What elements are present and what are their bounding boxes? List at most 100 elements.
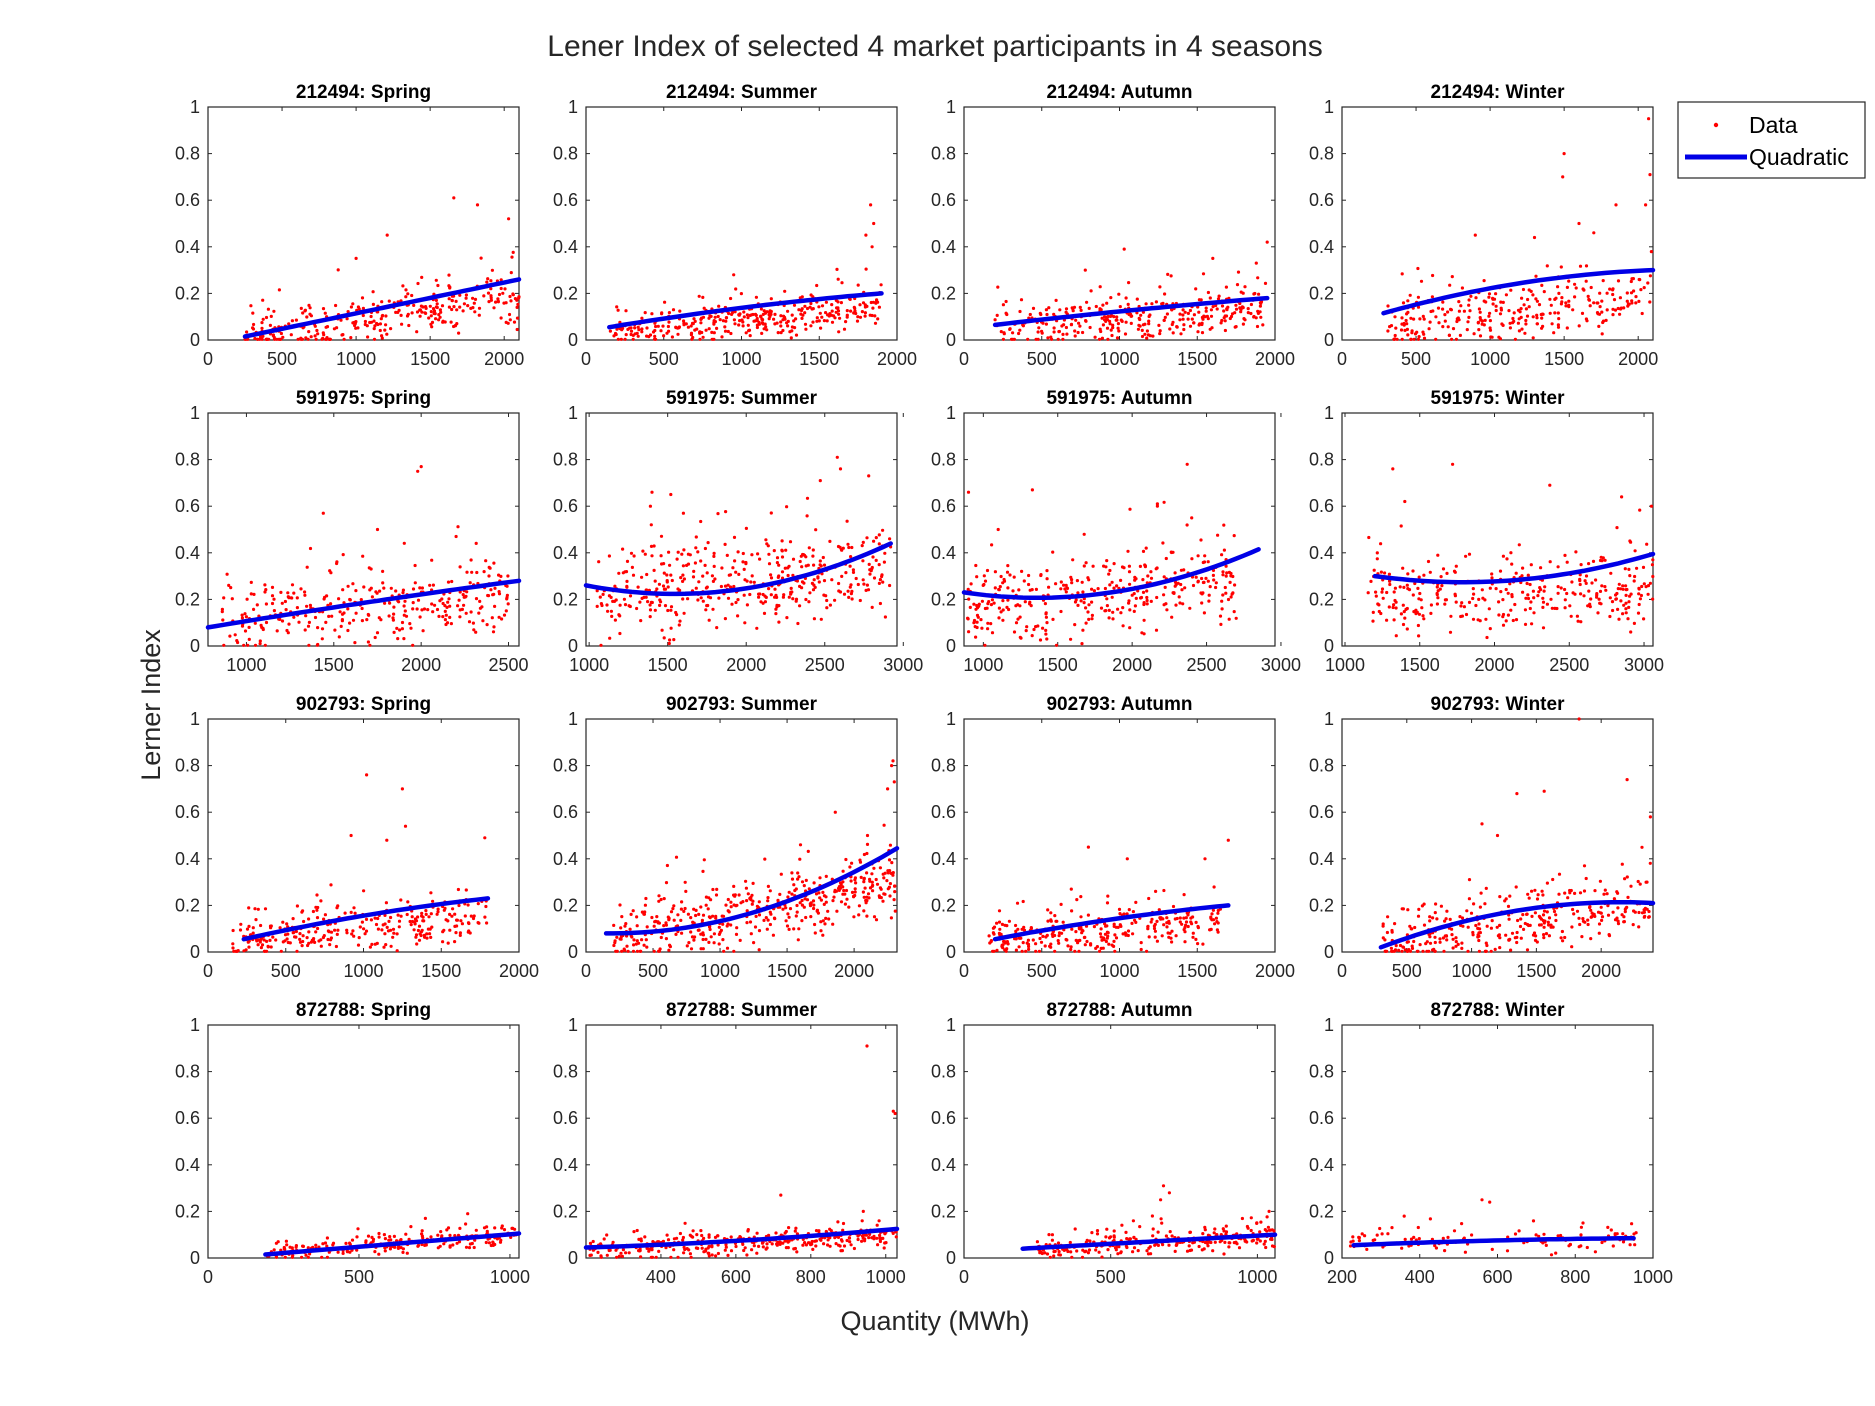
data-point bbox=[1535, 322, 1539, 326]
x-tick-label: 0 bbox=[203, 349, 213, 369]
y-tick-label: 0.2 bbox=[175, 283, 200, 303]
data-point bbox=[472, 1245, 476, 1250]
data-point bbox=[1145, 949, 1149, 953]
data-point bbox=[1050, 337, 1054, 341]
data-point bbox=[1462, 309, 1466, 313]
data-point bbox=[316, 626, 320, 630]
data-point bbox=[997, 909, 1002, 913]
data-point bbox=[1421, 949, 1425, 953]
data-point bbox=[313, 615, 318, 620]
data-point bbox=[307, 330, 311, 334]
data-point bbox=[1196, 330, 1200, 334]
data-point bbox=[869, 300, 873, 305]
data-point bbox=[796, 877, 800, 881]
data-point bbox=[785, 924, 790, 928]
data-point bbox=[838, 590, 843, 594]
data-point bbox=[1548, 560, 1552, 564]
data-point bbox=[1408, 924, 1412, 928]
data-point bbox=[364, 1239, 368, 1243]
data-point bbox=[1146, 927, 1150, 931]
data-point bbox=[715, 626, 719, 630]
data-point bbox=[691, 575, 696, 579]
data-point bbox=[436, 1233, 440, 1237]
data-point bbox=[1422, 317, 1426, 321]
data-point bbox=[617, 571, 621, 575]
data-point bbox=[995, 948, 999, 953]
data-point bbox=[1445, 571, 1449, 576]
data-point bbox=[274, 1241, 278, 1245]
data-point bbox=[678, 588, 682, 593]
data-point bbox=[745, 921, 749, 925]
data-point bbox=[1046, 336, 1050, 340]
data-point bbox=[712, 941, 716, 945]
data-point bbox=[1450, 933, 1454, 937]
data-point bbox=[1588, 605, 1592, 609]
data-point bbox=[1460, 601, 1464, 605]
data-point bbox=[305, 936, 309, 940]
data-point bbox=[264, 315, 269, 320]
data-point bbox=[1201, 317, 1205, 321]
data-point bbox=[377, 1231, 381, 1236]
data-point bbox=[494, 300, 498, 304]
data-point bbox=[1557, 872, 1562, 876]
data-point bbox=[459, 919, 463, 923]
data-point bbox=[1612, 298, 1617, 302]
data-point bbox=[1626, 617, 1630, 621]
data-point bbox=[1435, 602, 1439, 606]
data-point bbox=[334, 944, 338, 949]
data-point bbox=[1194, 920, 1198, 925]
data-point bbox=[849, 879, 853, 883]
data-point bbox=[1506, 613, 1510, 617]
data-point bbox=[391, 935, 395, 939]
data-point bbox=[790, 590, 794, 594]
data-point bbox=[1406, 908, 1410, 912]
data-point bbox=[464, 1245, 469, 1249]
data-point bbox=[986, 627, 990, 631]
data-point bbox=[1052, 330, 1056, 334]
data-point bbox=[654, 324, 658, 329]
data-point bbox=[847, 545, 851, 550]
data-point bbox=[987, 600, 991, 604]
data-point bbox=[835, 455, 839, 459]
data-point bbox=[653, 608, 657, 612]
data-point bbox=[392, 1234, 396, 1238]
data-point bbox=[719, 584, 724, 589]
data-point bbox=[476, 902, 480, 906]
data-point bbox=[663, 604, 668, 608]
data-point bbox=[1386, 304, 1390, 308]
quadratic-fit-line bbox=[205, 578, 522, 630]
data-point bbox=[1369, 579, 1373, 584]
data-point bbox=[1383, 938, 1387, 942]
data-point bbox=[474, 597, 479, 601]
data-point bbox=[1223, 319, 1227, 323]
data-point bbox=[281, 920, 285, 924]
data-point bbox=[472, 628, 476, 632]
data-point bbox=[730, 602, 734, 606]
data-point bbox=[1637, 910, 1641, 915]
subplot-title: 212494: Autumn bbox=[1046, 82, 1192, 103]
data-point bbox=[1200, 576, 1204, 581]
data-point bbox=[1598, 911, 1603, 915]
data-point bbox=[824, 916, 828, 921]
data-point bbox=[1501, 300, 1505, 304]
data-point bbox=[1457, 309, 1461, 313]
data-point bbox=[786, 895, 790, 899]
data-point bbox=[1227, 617, 1231, 621]
data-point bbox=[1216, 911, 1220, 915]
data-point bbox=[723, 325, 727, 329]
data-point bbox=[1529, 563, 1533, 567]
data-point bbox=[1613, 918, 1618, 922]
data-point bbox=[739, 292, 744, 296]
data-point bbox=[661, 324, 665, 328]
data-point bbox=[1511, 321, 1515, 325]
data-point bbox=[1616, 279, 1621, 283]
data-point bbox=[1556, 323, 1560, 327]
data-point bbox=[1107, 942, 1111, 946]
data-point bbox=[1573, 282, 1577, 286]
data-point bbox=[1528, 606, 1532, 611]
data-point bbox=[650, 312, 654, 316]
data-point bbox=[485, 1229, 489, 1233]
data-point bbox=[443, 609, 447, 614]
data-point bbox=[1438, 937, 1442, 941]
data-point bbox=[1424, 942, 1428, 946]
